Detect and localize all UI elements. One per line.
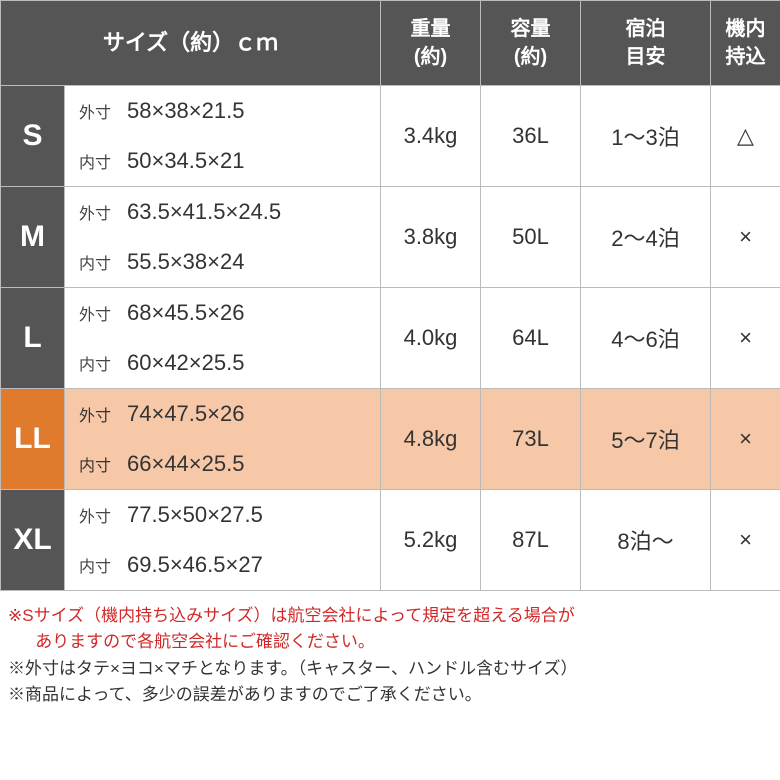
outer-dim-value: 68×45.5×26: [127, 300, 244, 326]
capacity-value: 73L: [481, 389, 581, 490]
outer-dim-value: 74×47.5×26: [127, 401, 244, 427]
header-capacity: 容量 (約): [481, 1, 581, 86]
capacity-value: 36L: [481, 86, 581, 187]
header-nights: 宿泊 目安: [581, 1, 711, 86]
table-row: M 外寸63.5×41.5×24.5 内寸55.5×38×24 3.8kg50L2～4…: [1, 187, 780, 288]
carryon-value: ×: [711, 288, 780, 389]
size-label: XL: [1, 490, 65, 591]
header-size: サイズ（約）ｃｍ: [1, 1, 381, 86]
header-carryon: 機内 持込: [711, 1, 780, 86]
header-capacity-l1: 容量: [511, 18, 551, 40]
header-weight-l1: 重量: [411, 18, 451, 40]
carryon-value: △: [711, 86, 780, 187]
outer-dim-value: 63.5×41.5×24.5: [127, 199, 281, 225]
header-carryon-l2: 持込: [726, 46, 766, 68]
weight-value: 3.4kg: [381, 86, 481, 187]
dimensions-cell: 外寸58×38×21.5 内寸50×34.5×21: [65, 86, 381, 187]
carryon-value: ×: [711, 389, 780, 490]
size-label: LL: [1, 389, 65, 490]
header-nights-l2: 目安: [626, 46, 666, 68]
capacity-value: 87L: [481, 490, 581, 591]
inner-dim-value: 60×42×25.5: [127, 350, 244, 376]
outer-dim-value: 77.5×50×27.5: [127, 502, 263, 528]
inner-dim-value: 55.5×38×24: [127, 249, 244, 275]
inner-dim-label: 内寸: [79, 149, 127, 173]
nights-value: 1～3泊: [581, 86, 711, 187]
notes-block: ※Sサイズ（機内持ち込みサイズ）は航空会社によって規定を超える場合が ありますの…: [0, 591, 780, 716]
weight-value: 3.8kg: [381, 187, 481, 288]
inner-dim-label: 内寸: [79, 250, 127, 274]
inner-dim-value: 50×34.5×21: [127, 148, 244, 174]
carryon-value: ×: [711, 187, 780, 288]
inner-dim-value: 66×44×25.5: [127, 451, 244, 477]
inner-dim-label: 内寸: [79, 351, 127, 375]
capacity-value: 64L: [481, 288, 581, 389]
table-row: L 外寸68×45.5×26 内寸60×42×25.5 4.0kg64L4～6泊×: [1, 288, 780, 389]
nights-value: 4～6泊: [581, 288, 711, 389]
header-capacity-l2: (約): [514, 46, 547, 68]
table-row: XL 外寸77.5×50×27.5 内寸69.5×46.5×27 5.2kg87L8泊…: [1, 490, 780, 591]
dimensions-cell: 外寸74×47.5×26 内寸66×44×25.5: [65, 389, 381, 490]
nights-value: 2～4泊: [581, 187, 711, 288]
header-row: サイズ（約）ｃｍ 重量 (約) 容量 (約) 宿泊 目安 機内 持込: [1, 1, 780, 86]
inner-dim-label: 内寸: [79, 553, 127, 577]
table-row: LL 外寸74×47.5×26 内寸66×44×25.5 4.8kg73L5～7泊×: [1, 389, 780, 490]
capacity-value: 50L: [481, 187, 581, 288]
size-chart-table: サイズ（約）ｃｍ 重量 (約) 容量 (約) 宿泊 目安 機内 持込 S外寸58…: [0, 0, 780, 591]
dimensions-cell: 外寸77.5×50×27.5 内寸69.5×46.5×27: [65, 490, 381, 591]
outer-dim-label: 外寸: [79, 503, 127, 527]
nights-value: 8泊～: [581, 490, 711, 591]
outer-dim-label: 外寸: [79, 402, 127, 426]
size-label: L: [1, 288, 65, 389]
dimensions-cell: 外寸68×45.5×26 内寸60×42×25.5: [65, 288, 381, 389]
carryon-value: ×: [711, 490, 780, 591]
inner-dim-label: 内寸: [79, 452, 127, 476]
outer-dim-label: 外寸: [79, 301, 127, 325]
weight-value: 4.0kg: [381, 288, 481, 389]
note-red-line1: ※Sサイズ（機内持ち込みサイズ）は航空会社によって規定を超える場合が: [8, 603, 772, 629]
weight-value: 5.2kg: [381, 490, 481, 591]
note-black-line2: ※商品によって、多少の誤差がありますのでご了承ください。: [8, 682, 772, 708]
outer-dim-value: 58×38×21.5: [127, 98, 244, 124]
outer-dim-label: 外寸: [79, 200, 127, 224]
size-label: S: [1, 86, 65, 187]
table-row: S 外寸58×38×21.5 内寸50×34.5×21 3.4kg36L1～3泊△: [1, 86, 780, 187]
header-weight-l2: (約): [414, 46, 447, 68]
dimensions-cell: 外寸63.5×41.5×24.5 内寸55.5×38×24: [65, 187, 381, 288]
size-label: M: [1, 187, 65, 288]
header-carryon-l1: 機内: [726, 18, 766, 40]
note-black-line1: ※外寸はタテ×ヨコ×マチとなります。（キャスター、ハンドル含むサイズ）: [8, 656, 772, 682]
inner-dim-value: 69.5×46.5×27: [127, 552, 263, 578]
outer-dim-label: 外寸: [79, 99, 127, 123]
header-weight: 重量 (約): [381, 1, 481, 86]
weight-value: 4.8kg: [381, 389, 481, 490]
nights-value: 5～7泊: [581, 389, 711, 490]
table-body: S外寸58×38×21.5内寸50×34.5×213.4kg36L1～3泊△M外…: [1, 86, 780, 591]
note-red-line2: ありますので各航空会社にご確認ください。: [8, 629, 772, 655]
header-nights-l1: 宿泊: [626, 18, 666, 40]
